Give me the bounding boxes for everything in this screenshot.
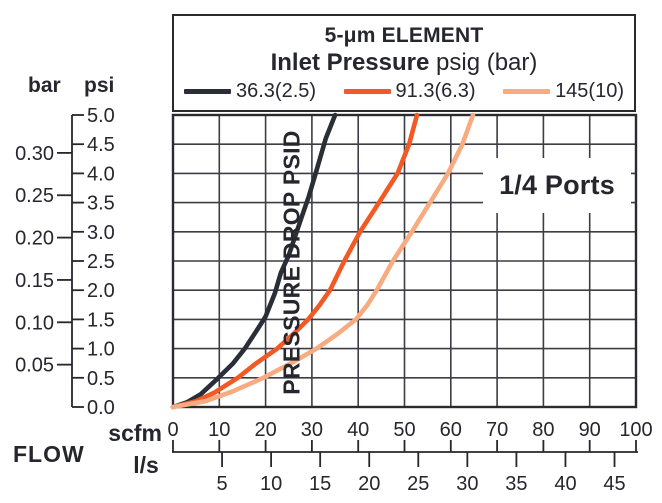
- scfm-tick-label: 80: [532, 419, 554, 441]
- scfm-tick-label: 20: [254, 419, 276, 441]
- ls-tick-label: 45: [603, 473, 625, 495]
- bar-tick-label: 0.15: [15, 270, 54, 292]
- ls-tick-label: 10: [260, 473, 282, 495]
- ls-tick-label: 5: [216, 473, 227, 495]
- series-3-line-swatch: [503, 88, 551, 94]
- x-axis-title: FLOW: [13, 441, 85, 467]
- legend-label: 91.3(6.3): [395, 79, 476, 102]
- legend-row: 36.3(2.5) 91.3(6.3) 145(10): [178, 80, 630, 103]
- psi-tick-label: 3.5: [87, 193, 115, 215]
- scfm-tick-label: 0: [167, 419, 178, 441]
- bar-tick-label: 0.30: [15, 143, 54, 165]
- psi-tick-label: 3.0: [87, 222, 115, 244]
- ls-tick-label: 15: [309, 473, 331, 495]
- series-curve-2: [170, 112, 420, 410]
- psi-tick-label: 4.5: [87, 134, 115, 156]
- scfm-tick-label: 70: [486, 419, 508, 441]
- series-curve-1: [170, 112, 338, 410]
- ls-tick-label: 20: [358, 473, 380, 495]
- series-curve-3: [170, 112, 476, 410]
- chart-title: 5-μm ELEMENT: [324, 23, 484, 47]
- ls-tick-label: 30: [456, 473, 478, 495]
- legend-label: 145(10): [555, 79, 624, 102]
- psi-tick-label: 0.5: [87, 368, 115, 390]
- scfm-tick-label: 60: [440, 419, 462, 441]
- series-2-line-swatch: [343, 88, 391, 94]
- scfm-tick-label: 10: [208, 419, 230, 441]
- psi-tick-label: 1.5: [87, 309, 115, 331]
- bar-unit-header: bar: [28, 74, 61, 97]
- legend-item: 145(10): [503, 80, 624, 103]
- ls-tick-label: 40: [554, 473, 576, 495]
- plot-border: [171, 113, 638, 409]
- psi-unit-header: psi: [84, 74, 115, 97]
- chart-subtitle-regular: psig (bar): [429, 48, 538, 76]
- psi-tick-label: 2.0: [87, 280, 115, 302]
- bar-tick-label: 0.05: [15, 355, 54, 377]
- scfm-tick-label: 40: [347, 419, 369, 441]
- chart-subtitle-bold: Inlet Pressure: [270, 48, 430, 76]
- scfm-tick-label: 50: [393, 419, 415, 441]
- ls-tick-label: 35: [505, 473, 527, 495]
- scfm-tick-label: 30: [301, 419, 323, 441]
- scfm-tick-label: 100: [619, 419, 652, 441]
- chart-subtitle: Inlet Pressure psig (bar): [271, 49, 538, 77]
- ls-unit-label: l/s: [133, 452, 159, 478]
- y-axis-title: PRESSURE DROP PSID: [278, 130, 305, 395]
- psi-tick-label: 2.5: [87, 251, 115, 273]
- bar-tick-label: 0.25: [15, 185, 54, 207]
- bar-tick-label: 0.20: [15, 228, 54, 250]
- legend-item: 91.3(6.3): [343, 79, 476, 103]
- psi-tick-label: 1.0: [87, 339, 115, 361]
- bar-tick-label: 0.10: [15, 312, 54, 334]
- psi-tick-label: 0.0: [87, 397, 115, 419]
- legend-item: 36.3(2.5): [184, 80, 316, 103]
- series-1-line-swatch: [184, 88, 231, 94]
- psi-tick-label: 5.0: [87, 105, 115, 127]
- ports-annotation: 1/4 Ports: [483, 158, 631, 213]
- ls-tick-label: 25: [407, 473, 429, 495]
- legend-box: 5-μm ELEMENT Inlet Pressure psig (bar) 3…: [172, 14, 636, 112]
- legend-label: 36.3(2.5): [236, 79, 317, 102]
- psi-tick-label: 4.0: [87, 163, 115, 185]
- scfm-unit-label: scfm: [108, 420, 162, 446]
- scfm-tick-label: 90: [579, 419, 601, 441]
